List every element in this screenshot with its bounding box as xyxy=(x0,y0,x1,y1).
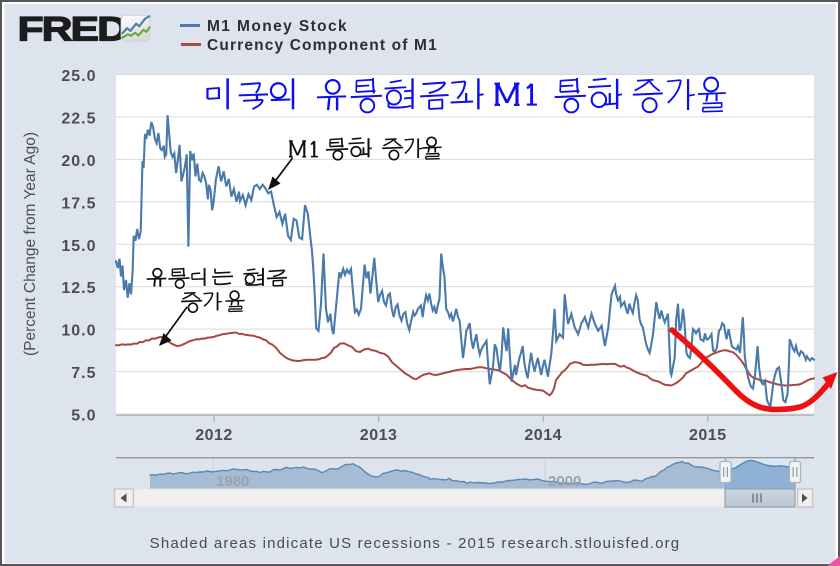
svg-text:22.5: 22.5 xyxy=(61,110,96,127)
svg-text:10.0: 10.0 xyxy=(61,323,96,340)
svg-text:2000: 2000 xyxy=(548,473,581,490)
svg-text:Shaded areas indicate US reces: Shaded areas indicate US recessions - 20… xyxy=(150,535,681,552)
svg-text:12.5: 12.5 xyxy=(61,280,96,297)
svg-text:2013: 2013 xyxy=(360,427,398,444)
svg-text:(Percent Change from Year Ago): (Percent Change from Year Ago) xyxy=(22,132,39,356)
svg-text:25.0: 25.0 xyxy=(61,68,96,85)
svg-text:20.0: 20.0 xyxy=(61,153,96,170)
svg-text:2015: 2015 xyxy=(689,427,727,444)
svg-text:Currency Component of M1: Currency Component of M1 xyxy=(207,37,438,54)
svg-text:2014: 2014 xyxy=(524,427,562,444)
svg-text:2012: 2012 xyxy=(195,427,233,444)
svg-text:17.5: 17.5 xyxy=(61,195,96,212)
svg-text:M1 Money Stock: M1 Money Stock xyxy=(207,18,348,35)
svg-text:7.5: 7.5 xyxy=(71,365,96,382)
svg-text:5.0: 5.0 xyxy=(71,408,96,425)
svg-text:15.0: 15.0 xyxy=(61,238,96,255)
svg-text:1980: 1980 xyxy=(216,473,249,490)
svg-text:FRED: FRED xyxy=(18,10,127,48)
